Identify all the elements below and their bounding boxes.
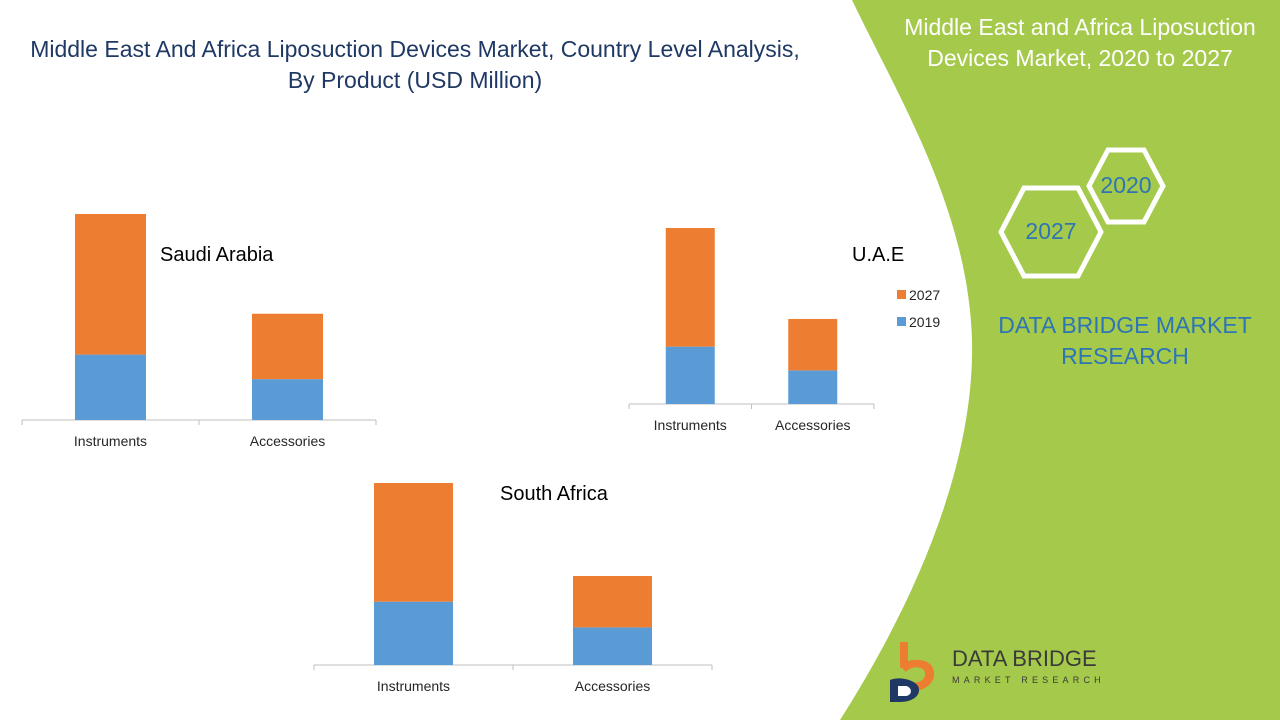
panel-title-line1: Middle East and Africa Liposuction [904,14,1256,40]
saudi-arabia-category-label: Instruments [74,433,147,449]
data-bridge-logo-icon [890,642,935,702]
uae-category-label: Instruments [654,417,727,433]
main-title-line2: By Product (USD Million) [287,67,543,93]
saudi-arabia-bar-instruments-2019 [75,354,146,420]
green-side-panel [840,0,1280,720]
uae-bar-accessories-2027 [788,318,838,371]
uae-bar-instruments-2019 [665,346,715,404]
legend-swatch-2027 [897,290,906,299]
company-name: DATA BRIDGE MARKET RESEARCH [980,310,1270,372]
panel-title-line2: Devices Market, 2020 to 2027 [927,45,1233,71]
company-name-line2: RESEARCH [1061,343,1189,369]
uae-category-label: Accessories [775,417,850,433]
south-africa-bar-instruments-2027 [374,483,453,602]
south-africa-bar-accessories-2019 [573,627,652,665]
south-africa-category-label: Instruments [377,678,450,694]
hexagon-2027-label: 2027 [1025,218,1077,244]
south-africa-chart-title: South Africa [500,483,609,505]
hexagon-2020-label: 2020 [1100,172,1152,198]
uae-bar-accessories-2019 [788,370,838,404]
south-africa-category-label: Accessories [575,678,650,694]
panel-title: Middle East and Africa Liposuction Devic… [880,12,1280,74]
main-title: Middle East And Africa Liposuction Devic… [0,34,830,96]
hexagon-2020 [1086,147,1166,225]
hexagon-2027 [998,185,1104,279]
logo-name: DATA BRIDGE [952,646,1097,671]
main-title-line1: Middle East And Africa Liposuction Devic… [30,36,800,62]
legend-swatch-2019 [897,317,906,326]
legend-label-2027: 2027 [909,287,940,303]
uae-chart-title: U.A.E [852,244,904,266]
legend-label-2019: 2019 [909,314,940,330]
saudi-arabia-bar-instruments-2027 [75,214,146,355]
saudi-arabia-category-label: Accessories [250,433,325,449]
uae-bar-instruments-2027 [665,228,715,347]
company-name-line1: DATA BRIDGE MARKET [998,312,1252,338]
south-africa-bar-instruments-2019 [374,601,453,665]
saudi-arabia-chart-title: Saudi Arabia [160,244,274,266]
saudi-arabia-bar-accessories-2019 [252,379,323,420]
saudi-arabia-bar-accessories-2027 [252,313,323,380]
logo-tagline: MARKET RESEARCH [952,675,1105,685]
south-africa-bar-accessories-2027 [573,575,652,628]
